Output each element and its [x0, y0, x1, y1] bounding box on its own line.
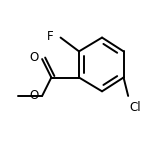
- Text: O: O: [29, 89, 38, 102]
- Text: Cl: Cl: [130, 101, 141, 114]
- Text: O: O: [29, 51, 38, 64]
- Text: F: F: [47, 29, 54, 42]
